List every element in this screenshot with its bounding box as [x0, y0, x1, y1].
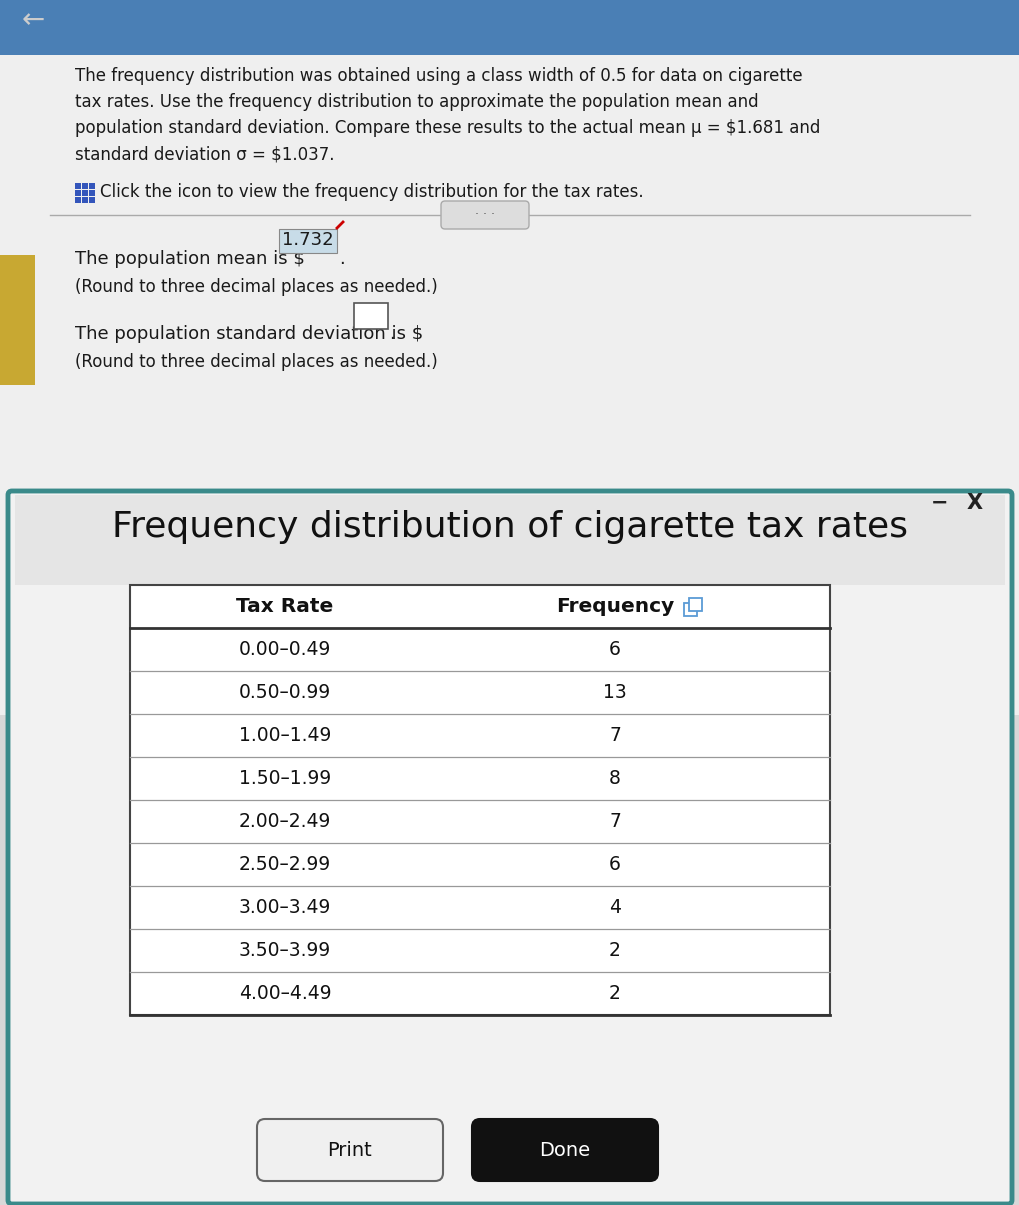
Text: Tax Rate: Tax Rate [236, 596, 333, 616]
Text: 1.50–1.99: 1.50–1.99 [238, 769, 331, 788]
Text: 3.00–3.49: 3.00–3.49 [238, 898, 331, 917]
Text: Done: Done [539, 1140, 590, 1159]
FancyBboxPatch shape [688, 598, 701, 611]
FancyBboxPatch shape [89, 183, 95, 189]
FancyBboxPatch shape [0, 55, 1019, 715]
Text: · · ·: · · · [475, 208, 494, 222]
Text: The population mean is $: The population mean is $ [75, 249, 311, 268]
Text: .: . [388, 325, 394, 343]
Text: 7: 7 [608, 812, 621, 831]
Text: The frequency distribution was obtained using a class width of 0.5 for data on c: The frequency distribution was obtained … [75, 67, 802, 86]
Text: (Round to three decimal places as needed.): (Round to three decimal places as needed… [75, 278, 437, 296]
FancyBboxPatch shape [440, 201, 529, 229]
Text: ←: ← [22, 6, 45, 34]
Text: 4: 4 [608, 898, 621, 917]
Text: The population standard deviation is $: The population standard deviation is $ [75, 325, 423, 343]
FancyBboxPatch shape [8, 490, 1011, 1204]
Text: 6: 6 [608, 856, 621, 874]
Text: X: X [966, 493, 982, 513]
Text: Frequency: Frequency [555, 596, 674, 616]
Text: 13: 13 [602, 683, 627, 703]
FancyBboxPatch shape [75, 183, 81, 189]
Text: population standard deviation. Compare these results to the actual mean μ = $1.6: population standard deviation. Compare t… [75, 119, 819, 137]
FancyBboxPatch shape [472, 1119, 657, 1181]
Text: 2: 2 [608, 941, 621, 960]
FancyBboxPatch shape [75, 190, 81, 196]
Text: 4.00–4.49: 4.00–4.49 [238, 984, 331, 1003]
Text: tax rates. Use the frequency distribution to approximate the population mean and: tax rates. Use the frequency distributio… [75, 93, 758, 111]
Text: 8: 8 [608, 769, 621, 788]
Text: −: − [930, 493, 948, 513]
FancyBboxPatch shape [89, 190, 95, 196]
Text: 2.50–2.99: 2.50–2.99 [238, 856, 331, 874]
FancyBboxPatch shape [0, 255, 35, 386]
Text: 2.00–2.49: 2.00–2.49 [238, 812, 331, 831]
Text: Print: Print [327, 1140, 372, 1159]
Text: Frequency distribution of cigarette tax rates: Frequency distribution of cigarette tax … [112, 510, 907, 543]
FancyBboxPatch shape [684, 602, 696, 616]
Text: 7: 7 [608, 725, 621, 745]
Text: .: . [338, 249, 344, 268]
FancyBboxPatch shape [89, 196, 95, 202]
Text: 0.50–0.99: 0.50–0.99 [238, 683, 331, 703]
FancyBboxPatch shape [75, 196, 81, 202]
FancyBboxPatch shape [0, 0, 1019, 55]
Text: 1.00–1.49: 1.00–1.49 [238, 725, 331, 745]
Text: 3.50–3.99: 3.50–3.99 [238, 941, 331, 960]
FancyBboxPatch shape [279, 229, 336, 253]
FancyBboxPatch shape [257, 1119, 442, 1181]
FancyBboxPatch shape [129, 584, 829, 1015]
FancyBboxPatch shape [15, 495, 1004, 584]
Text: 0.00–0.49: 0.00–0.49 [238, 640, 331, 659]
FancyBboxPatch shape [82, 196, 88, 202]
Text: 2: 2 [608, 984, 621, 1003]
Text: 1.732: 1.732 [282, 231, 333, 249]
Text: standard deviation σ = $1.037.: standard deviation σ = $1.037. [75, 145, 334, 163]
FancyBboxPatch shape [82, 183, 88, 189]
FancyBboxPatch shape [82, 190, 88, 196]
Text: Click the icon to view the frequency distribution for the tax rates.: Click the icon to view the frequency dis… [100, 183, 643, 201]
Text: (Round to three decimal places as needed.): (Round to three decimal places as needed… [75, 353, 437, 371]
FancyBboxPatch shape [354, 302, 387, 329]
Text: 6: 6 [608, 640, 621, 659]
